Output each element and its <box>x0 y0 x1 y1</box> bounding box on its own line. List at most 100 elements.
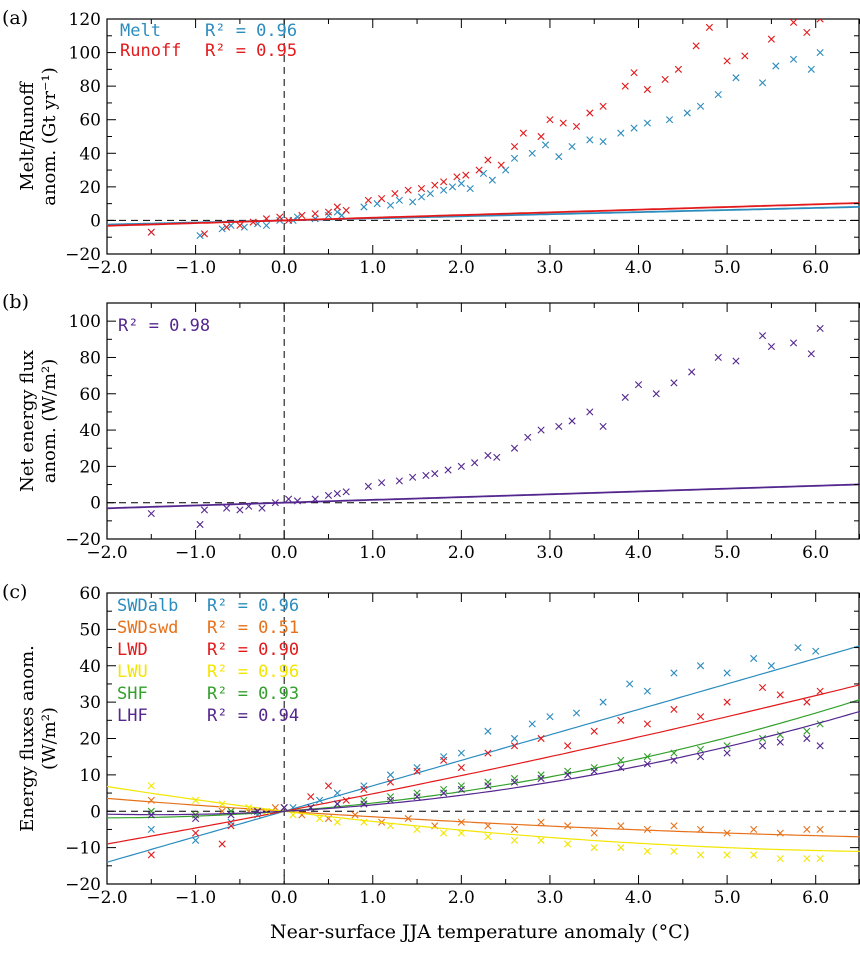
data-point <box>147 509 155 518</box>
data-point <box>147 851 155 859</box>
data-point <box>816 19 824 23</box>
fit-curve <box>107 797 860 838</box>
data-point <box>333 800 341 808</box>
data-point <box>723 829 731 837</box>
legend-series-name: Runoff <box>120 41 181 61</box>
data-point <box>484 833 492 841</box>
data-point <box>643 847 651 855</box>
data-point <box>223 504 231 512</box>
fit-curve <box>107 785 860 852</box>
data-point <box>245 502 253 510</box>
data-point <box>218 225 226 233</box>
data-point <box>386 771 395 779</box>
data-point <box>572 709 581 717</box>
data-point <box>564 742 572 750</box>
data-point <box>413 767 421 775</box>
x-tick-label: 2.0 <box>448 888 475 908</box>
data-point <box>440 829 448 837</box>
data-point <box>196 231 204 240</box>
x-tick-label: 3.0 <box>536 888 563 908</box>
y-tick-label: 0 <box>90 802 101 822</box>
panel-letter: (b) <box>2 291 29 313</box>
panel-a: −2.0 −1.0 0.0 1.0 2.0 3.0 4.0 5.0 6.0 −20 0 20 40 60 8… <box>2 7 860 278</box>
legend-series-name: LHF <box>117 706 148 726</box>
data-point <box>723 698 731 706</box>
data-point <box>484 156 492 164</box>
y-tick-label: 80 <box>79 77 101 97</box>
x-tick-label: 1.0 <box>359 258 386 278</box>
x-tick-label: 5.0 <box>714 543 741 563</box>
data-point <box>311 210 319 218</box>
data-point <box>510 742 519 750</box>
data-point <box>758 683 767 692</box>
data-point <box>617 716 625 724</box>
data-point <box>696 745 705 754</box>
data-point <box>528 720 536 728</box>
data-point <box>803 854 811 863</box>
data-point <box>324 491 333 500</box>
data-point <box>307 804 315 812</box>
data-point <box>723 749 731 757</box>
data-point <box>528 149 536 157</box>
data-point <box>537 771 545 779</box>
data-point <box>816 48 824 57</box>
data-point <box>378 479 386 487</box>
data-point <box>652 390 660 398</box>
data-point <box>453 173 461 181</box>
data-point <box>772 62 780 70</box>
data-point <box>696 825 705 834</box>
data-point <box>665 116 674 124</box>
data-point <box>696 753 705 761</box>
data-point <box>789 339 798 347</box>
data-point <box>444 466 452 474</box>
data-point <box>342 488 350 496</box>
data-point <box>285 495 293 503</box>
data-point <box>413 789 421 797</box>
legend-series-name: LWU <box>117 662 148 682</box>
data-point <box>630 69 638 77</box>
data-point <box>750 825 758 834</box>
data-point <box>484 778 492 786</box>
data-point <box>643 825 651 834</box>
x-tick-label: −2.0 <box>86 543 127 563</box>
data-point <box>670 705 678 713</box>
y-tick-label: 30 <box>79 693 101 713</box>
data-point <box>391 189 399 198</box>
data-layer <box>107 303 860 539</box>
x-tick-label: 6.0 <box>802 888 829 908</box>
data-point <box>696 662 705 670</box>
data-point <box>262 807 271 815</box>
legend-r2: R² = 0.95 <box>205 41 297 61</box>
fit-curve <box>107 483 860 510</box>
data-point <box>807 65 815 73</box>
data-point <box>462 171 470 179</box>
data-point <box>714 90 722 99</box>
data-point <box>692 42 700 50</box>
data-point <box>537 132 545 141</box>
data-point <box>568 142 576 151</box>
data-point <box>776 854 784 863</box>
data-point <box>776 738 784 746</box>
data-point <box>404 186 412 194</box>
data-point <box>758 79 767 87</box>
fit-curve <box>107 698 860 819</box>
data-point <box>493 453 501 461</box>
data-point <box>484 749 492 757</box>
x-tick-label: 0.0 <box>271 543 298 563</box>
data-layer <box>107 593 860 884</box>
x-tick-label: 1.0 <box>359 543 386 563</box>
data-point <box>568 417 576 425</box>
data-point <box>475 166 483 174</box>
data-point <box>732 357 740 365</box>
y-tick-label: −20 <box>65 530 101 550</box>
data-point <box>457 818 465 826</box>
data-point <box>484 822 492 830</box>
data-point <box>342 796 350 804</box>
fit-curve <box>107 684 860 845</box>
data-point <box>484 451 492 460</box>
data-layer <box>107 19 860 254</box>
data-point <box>617 822 625 830</box>
data-point <box>249 218 257 226</box>
data-point <box>457 179 465 188</box>
y-tick-label: 40 <box>79 421 101 441</box>
